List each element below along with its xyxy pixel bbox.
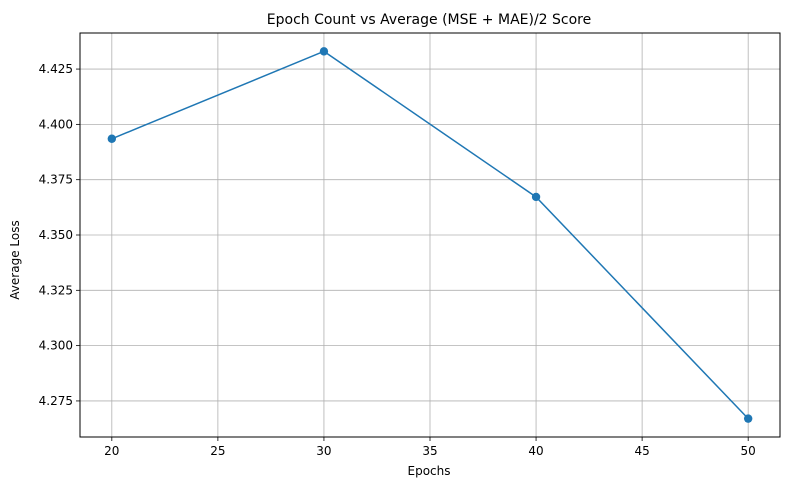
data-point — [743, 414, 753, 423]
x-tick-label: 45 — [634, 444, 649, 458]
y-tick-label: 4.275 — [39, 394, 73, 408]
x-tick-label: 35 — [422, 444, 437, 458]
series — [107, 47, 753, 423]
y-axis-ticks: 4.275 4.300 4.325 4.350 4.375 4.400 4.425 — [39, 62, 80, 408]
chart-title: Epoch Count vs Average (MSE + MAE)/2 Sco… — [267, 12, 591, 28]
y-axis-label: Average Loss — [8, 220, 22, 299]
x-axis-label: Epochs — [408, 464, 451, 478]
y-tick-label: 4.425 — [39, 62, 73, 76]
y-tick-label: 4.375 — [39, 173, 73, 187]
x-tick-label: 30 — [316, 444, 331, 458]
y-tick-label: 4.300 — [39, 339, 73, 353]
x-tick-label: 40 — [528, 444, 543, 458]
data-point — [319, 47, 329, 56]
y-tick-label: 4.400 — [39, 117, 73, 131]
series-line — [111, 50, 749, 420]
x-tick-label: 50 — [741, 444, 756, 458]
y-tick-label: 4.350 — [39, 228, 73, 242]
plot-frame — [79, 32, 781, 438]
data-point — [107, 134, 117, 143]
x-tick-label: 20 — [104, 444, 119, 458]
x-tick-label: 25 — [210, 444, 225, 458]
data-point — [531, 192, 541, 202]
y-tick-label: 4.325 — [39, 283, 73, 297]
x-axis-ticks: 20 25 30 35 40 45 50 — [104, 437, 756, 458]
